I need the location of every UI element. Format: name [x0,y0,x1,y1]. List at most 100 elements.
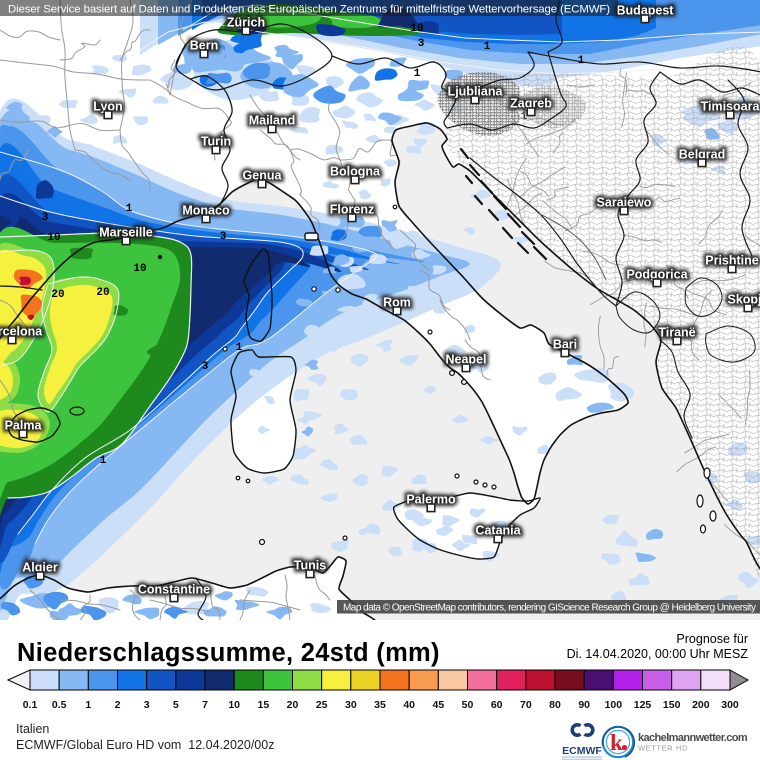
svg-text:Sarajewo: Sarajewo [597,196,652,210]
svg-text:Neapel: Neapel [446,353,487,367]
svg-text:Neapel: Neapel [446,353,487,367]
svg-text:2: 2 [115,699,121,711]
svg-text:1: 1 [414,68,421,80]
svg-text:Lyon: Lyon [93,100,122,114]
svg-text:3: 3 [202,361,209,373]
svg-text:Budapest: Budapest [617,4,675,18]
svg-text:Bari: Bari [553,338,577,352]
svg-text:Genua: Genua [243,169,283,183]
svg-text:Zürich: Zürich [227,16,265,30]
svg-text:25: 25 [316,699,328,711]
svg-text:3: 3 [418,38,425,50]
svg-text:90: 90 [578,699,590,711]
svg-text:k: k [610,730,623,755]
svg-text:Florenz: Florenz [330,203,374,217]
svg-text:35: 35 [374,699,386,711]
svg-text:Palermo: Palermo [406,493,456,507]
svg-text:Turin: Turin [201,135,231,149]
svg-text:1: 1 [484,41,491,53]
svg-text:80: 80 [549,699,561,711]
svg-text:Sarajewo: Sarajewo [597,196,652,210]
svg-text:Dieser Service basiert auf Dat: Dieser Service basiert auf Daten und Pro… [8,4,610,16]
svg-text:1: 1 [578,55,585,67]
svg-text:200: 200 [692,699,710,711]
svg-text:Budapest: Budapest [617,4,675,18]
svg-text:Genua: Genua [243,169,283,183]
svg-text:Podgorica: Podgorica [626,268,688,282]
svg-text:Belgrad: Belgrad [679,148,726,162]
svg-text:Catania: Catania [475,524,521,538]
svg-text:Timisoara: Timisoara [701,100,760,114]
svg-text:Marseille: Marseille [99,226,153,240]
svg-text:50: 50 [462,699,474,711]
svg-text:150: 150 [663,699,681,711]
svg-text:Ljubljana: Ljubljana [448,85,504,99]
svg-text:3: 3 [220,231,227,243]
svg-text:3: 3 [42,212,49,224]
svg-text:Rom: Rom [383,296,411,310]
svg-text:10: 10 [133,263,146,275]
svg-text:Tiranë: Tiranë [658,326,695,340]
svg-text:1: 1 [100,455,107,467]
svg-text:Skopje: Skopje [728,293,760,307]
svg-text:Lyon: Lyon [93,100,122,114]
svg-text:10: 10 [410,23,423,35]
svg-text:Zürich: Zürich [227,16,265,30]
svg-text:Map data © OpenStreetMap contr: Map data © OpenStreetMap contributors, r… [343,603,756,614]
svg-text:20: 20 [96,287,109,299]
svg-text:60: 60 [491,699,503,711]
svg-text:Podgorica: Podgorica [626,268,688,282]
svg-text:Bari: Bari [553,338,577,352]
svg-text:Bern: Bern [190,39,218,53]
svg-text:Monaco: Monaco [182,204,230,218]
svg-text:20: 20 [51,289,64,301]
svg-text:Mailand: Mailand [249,114,296,128]
svg-text:Palma: Palma [5,419,43,433]
svg-text:1: 1 [85,699,91,711]
svg-text:kachelmannwetter.com: kachelmannwetter.com [638,732,748,744]
svg-text:Zagreb: Zagreb [510,97,552,111]
svg-text:Belgrad: Belgrad [679,148,726,162]
svg-text:Bologna: Bologna [330,165,381,179]
svg-text:100: 100 [605,699,623,711]
svg-text:Ljubljana: Ljubljana [448,85,504,99]
svg-text:Tiranë: Tiranë [658,326,695,340]
svg-text:Bern: Bern [190,39,218,53]
svg-text:Palma: Palma [5,419,43,433]
svg-text:3: 3 [144,699,150,711]
svg-text:Algier: Algier [22,561,58,575]
svg-text:Tunis: Tunis [294,559,326,573]
svg-text:1: 1 [236,342,243,354]
svg-text:30: 30 [345,699,357,711]
svg-text:Barcelona: Barcelona [0,325,43,339]
svg-text:Palermo: Palermo [406,493,456,507]
svg-text:300: 300 [721,699,739,711]
svg-text:Prishtine: Prishtine [705,254,759,268]
svg-text:5: 5 [173,699,179,711]
svg-text:10: 10 [228,699,240,711]
svg-text:70: 70 [520,699,532,711]
svg-text:Mailand: Mailand [249,114,296,128]
svg-text:Constantine: Constantine [138,583,210,597]
svg-text:15: 15 [257,699,269,711]
svg-text:20: 20 [287,699,299,711]
svg-text:10: 10 [47,232,60,244]
svg-text:WETTER HD: WETTER HD [638,744,688,753]
svg-text:Prishtine: Prishtine [705,254,759,268]
svg-text:1: 1 [126,203,133,215]
svg-text:Bologna: Bologna [330,165,381,179]
svg-text:Turin: Turin [201,135,231,149]
svg-text:ECMWF: ECMWF [562,745,602,757]
svg-text:Rom: Rom [383,296,411,310]
svg-text:45: 45 [432,699,444,711]
svg-text:Constantine: Constantine [138,583,210,597]
svg-text:7: 7 [202,699,208,711]
svg-text:40: 40 [403,699,415,711]
svg-text:Florenz: Florenz [330,203,374,217]
svg-text:Catania: Catania [475,524,521,538]
svg-text:Algier: Algier [22,561,58,575]
svg-text:0.1: 0.1 [23,699,38,711]
svg-text:Tunis: Tunis [294,559,326,573]
svg-text:Timisoara: Timisoara [701,100,760,114]
svg-text:0.5: 0.5 [52,699,67,711]
